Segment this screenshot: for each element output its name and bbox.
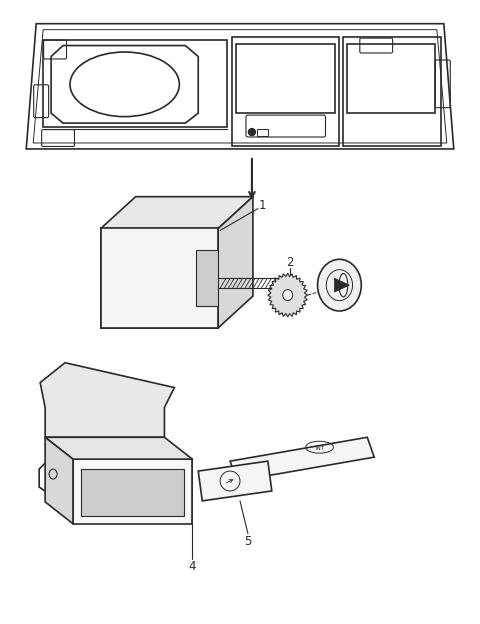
Text: 4: 4	[189, 560, 196, 573]
Polygon shape	[73, 459, 192, 524]
Text: INT: INT	[315, 446, 324, 451]
Ellipse shape	[318, 260, 361, 311]
Polygon shape	[101, 228, 218, 328]
Text: 5: 5	[244, 535, 252, 548]
Polygon shape	[45, 437, 192, 459]
Polygon shape	[268, 273, 308, 317]
Polygon shape	[230, 437, 374, 481]
Ellipse shape	[283, 290, 293, 301]
Polygon shape	[81, 469, 184, 516]
Polygon shape	[218, 197, 253, 328]
Text: 2: 2	[286, 256, 293, 269]
Text: 3: 3	[341, 264, 348, 276]
Polygon shape	[198, 461, 272, 501]
Polygon shape	[40, 363, 174, 437]
Circle shape	[249, 129, 255, 135]
Text: 1: 1	[259, 199, 266, 212]
Polygon shape	[45, 437, 73, 524]
Polygon shape	[101, 197, 253, 228]
Polygon shape	[335, 278, 349, 292]
Polygon shape	[196, 250, 218, 306]
